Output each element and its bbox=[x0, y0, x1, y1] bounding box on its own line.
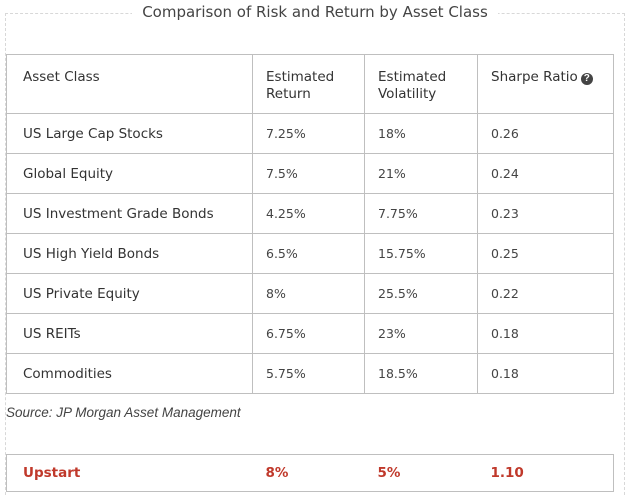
header-asset-class-label: Asset Class bbox=[23, 69, 100, 85]
sharpe-cell: 0.23 bbox=[477, 193, 614, 234]
header-volatility-line1: Estimated bbox=[378, 69, 447, 85]
sharpe-cell: 0.25 bbox=[477, 233, 614, 274]
table-row: US Investment Grade Bonds 4.25% 7.75% 0.… bbox=[6, 193, 614, 234]
volatility-cell: 23% bbox=[364, 313, 478, 354]
sharpe-cell: 0.24 bbox=[477, 153, 614, 194]
volatility-cell: 25.5% bbox=[364, 273, 478, 314]
return-cell: 6.5% bbox=[252, 233, 365, 274]
return-cell: 7.25% bbox=[252, 113, 365, 154]
header-row: Asset Class Estimated Return Estimated Vol… bbox=[6, 54, 614, 114]
question-circle-icon[interactable]: ? bbox=[580, 73, 593, 85]
table-row: US High Yield Bonds 6.5% 15.75% 0.25 bbox=[6, 233, 614, 274]
asset-cell: US Large Cap Stocks bbox=[6, 113, 253, 154]
header-return-line2: Return bbox=[266, 86, 311, 102]
header-estimated-return: Estimated Return bbox=[252, 54, 365, 114]
header-asset-class: Asset Class bbox=[6, 54, 253, 114]
volatility-cell: 15.75% bbox=[364, 233, 478, 274]
sharpe-cell: 0.22 bbox=[477, 273, 614, 314]
return-cell: 8% bbox=[252, 273, 365, 314]
volatility-cell: 18.5% bbox=[364, 353, 478, 394]
return-cell: 4.25% bbox=[252, 193, 365, 234]
comparison-table: Asset Class Estimated Return Estimated Vol… bbox=[6, 54, 614, 394]
asset-cell: US High Yield Bonds bbox=[6, 233, 253, 274]
header-sharpe-ratio: Sharpe Ratio? bbox=[477, 54, 614, 114]
page-title: Comparison of Risk and Return by Asset C… bbox=[132, 0, 498, 24]
highlight-sharpe: 1.10 bbox=[490, 465, 524, 481]
return-cell: 7.5% bbox=[252, 153, 365, 194]
volatility-cell: 7.75% bbox=[364, 193, 478, 234]
asset-cell: Commodities bbox=[6, 353, 253, 394]
highlight-volatility: 5% bbox=[377, 465, 401, 481]
sharpe-cell: 0.26 bbox=[477, 113, 614, 154]
highlight-asset: Upstart bbox=[23, 465, 81, 481]
return-cell: 6.75% bbox=[252, 313, 365, 354]
sharpe-cell: 0.18 bbox=[477, 353, 614, 394]
highlight-table: Upstart 8% 5% 1.10 bbox=[6, 454, 614, 492]
table-row: US Private Equity 8% 25.5% 0.22 bbox=[6, 273, 614, 314]
highlight-return: 8% bbox=[265, 465, 289, 481]
table-row: Commodities 5.75% 18.5% 0.18 bbox=[6, 353, 614, 394]
title-wrap: Comparison of Risk and Return by Asset C… bbox=[0, 0, 630, 26]
return-cell: 5.75% bbox=[252, 353, 365, 394]
asset-cell: US Investment Grade Bonds bbox=[6, 193, 253, 234]
header-sharpe-label: Sharpe Ratio bbox=[491, 69, 578, 85]
sharpe-cell: 0.18 bbox=[477, 313, 614, 354]
header-return-line1: Estimated bbox=[266, 69, 335, 85]
highlight-row: Upstart 8% 5% 1.10 bbox=[7, 455, 614, 492]
asset-cell: US Private Equity bbox=[6, 273, 253, 314]
table-row: Global Equity 7.5% 21% 0.24 bbox=[6, 153, 614, 194]
asset-cell: Global Equity bbox=[6, 153, 253, 194]
table-row: US Large Cap Stocks 7.25% 18% 0.26 bbox=[6, 113, 614, 154]
table-row: US REITs 6.75% 23% 0.18 bbox=[6, 313, 614, 354]
header-volatility-line2: Volatility bbox=[378, 86, 437, 102]
volatility-cell: 18% bbox=[364, 113, 478, 154]
source-note: Source: JP Morgan Asset Management bbox=[6, 405, 241, 420]
volatility-cell: 21% bbox=[364, 153, 478, 194]
asset-cell: US REITs bbox=[6, 313, 253, 354]
header-estimated-volatility: Estimated Volatility bbox=[364, 54, 478, 114]
